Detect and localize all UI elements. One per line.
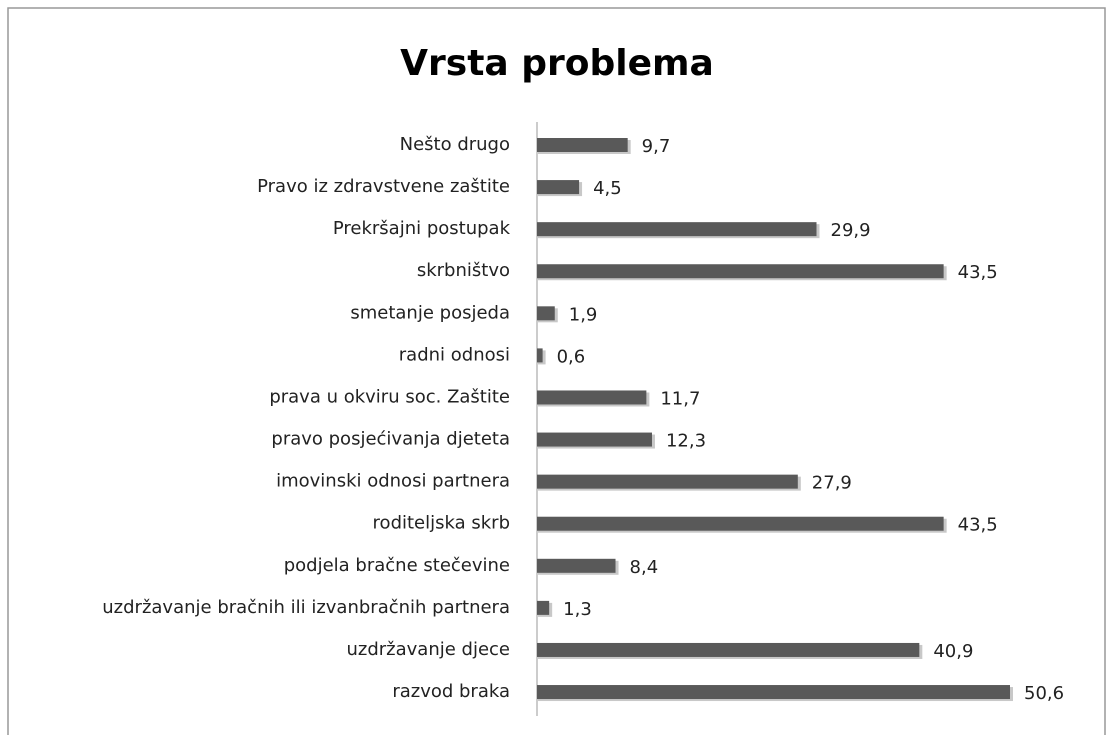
bar — [537, 642, 920, 657]
bar — [537, 180, 580, 195]
y-tick-label: smetanje posjeda — [350, 302, 510, 323]
bar — [537, 138, 628, 152]
data-label: 29,9 — [831, 220, 871, 241]
y-tick-label: imovinski odnosi partnera — [276, 471, 510, 492]
y-tick-label: skrbništvo — [417, 260, 510, 281]
data-label: 12,3 — [666, 431, 706, 452]
data-label: 27,9 — [812, 473, 852, 494]
data-label: 40,9 — [933, 641, 973, 662]
y-tick-label: Pravo iz zdravstvene zaštite — [257, 176, 510, 197]
bar — [537, 558, 616, 573]
y-tick-label: Nešto drugo — [400, 134, 510, 155]
bar — [537, 685, 1010, 700]
chart-frame — [7, 7, 1106, 735]
y-tick-label: uzdržavanje bračnih ili izvanbračnih par… — [102, 597, 510, 618]
data-label: 43,5 — [958, 262, 998, 283]
y-tick-label: pravo posjećivanja djeteta — [271, 429, 510, 450]
data-label: 11,7 — [660, 388, 700, 409]
data-label: 4,5 — [593, 178, 622, 199]
data-label: 43,5 — [958, 515, 998, 536]
bar — [537, 348, 543, 363]
data-label: 9,7 — [642, 136, 671, 157]
bar — [537, 516, 944, 531]
data-label: 50,6 — [1024, 683, 1064, 704]
chart-title: Vrsta problema — [400, 43, 714, 84]
y-tick-label: razvod braka — [392, 681, 510, 702]
y-tick-label: Prekršajni postupak — [333, 218, 511, 239]
data-label: 1,9 — [569, 304, 598, 325]
bar — [537, 222, 817, 237]
bar — [537, 390, 647, 405]
bar — [537, 264, 944, 279]
data-label: 8,4 — [630, 557, 659, 578]
y-tick-label: radni odnosi — [399, 344, 510, 365]
data-label: 0,6 — [557, 346, 586, 367]
data-label: 1,3 — [563, 599, 592, 620]
bar — [537, 474, 798, 489]
y-tick-label: roditeljska skrb — [373, 513, 510, 534]
y-tick-label: podjela bračne stečevine — [284, 555, 510, 576]
bar — [537, 600, 550, 615]
bar — [537, 432, 652, 447]
y-tick-label: uzdržavanje djece — [346, 639, 510, 660]
bar — [537, 306, 555, 321]
y-tick-label: prava u okviru soc. Zaštite — [269, 386, 510, 407]
